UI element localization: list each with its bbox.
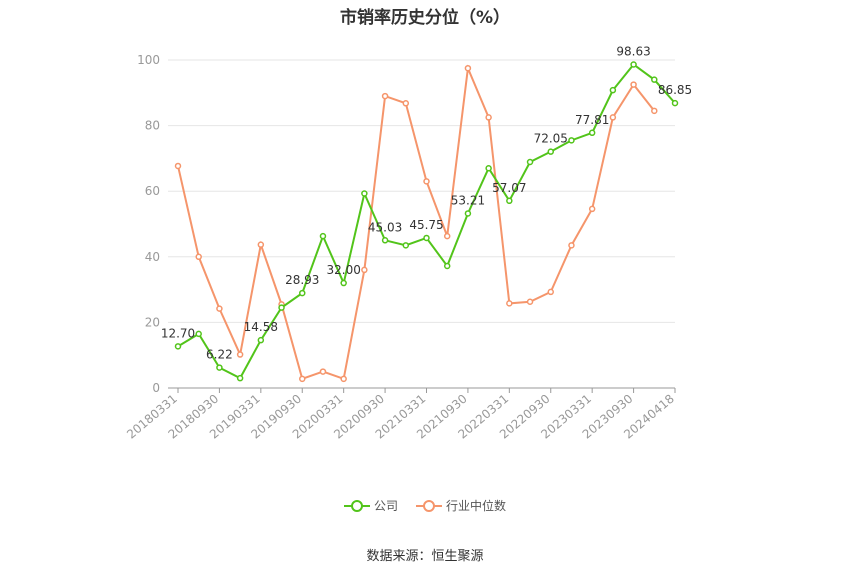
industry-point <box>236 351 244 358</box>
industry-point <box>195 253 202 261</box>
industry-point <box>547 288 554 296</box>
industry-point <box>651 107 658 115</box>
y-tick-label: 20 <box>145 315 160 329</box>
y-tick-label: 60 <box>145 184 160 198</box>
legend-industry-marker <box>416 499 442 512</box>
industry-point <box>443 232 451 240</box>
data-label: 98.63 <box>616 44 650 58</box>
data-label: 86.85 <box>658 83 692 97</box>
y-tick-label: 80 <box>145 119 160 133</box>
company-point <box>526 158 534 166</box>
industry-point <box>340 375 347 383</box>
company-point <box>588 129 596 137</box>
industry-point <box>381 92 389 100</box>
industry-point <box>319 368 327 375</box>
data-label: 32.00 <box>326 263 360 277</box>
industry-point <box>257 241 265 248</box>
company-point <box>216 364 223 371</box>
industry-point <box>588 205 596 213</box>
industry-point <box>174 162 182 170</box>
company-point <box>506 197 513 205</box>
y-tick-label: 40 <box>145 250 160 264</box>
data-label: 72.05 <box>534 132 568 146</box>
company-point <box>195 330 202 338</box>
company-point <box>361 190 368 197</box>
company-point <box>319 232 327 240</box>
data-source: 数据来源：恒生聚源 <box>366 549 484 564</box>
industry-point <box>609 114 617 121</box>
chart-title: 市销率历史分位（%） <box>339 8 511 28</box>
industry-point <box>361 266 368 274</box>
data-label: 57.07 <box>492 181 526 195</box>
industry-point <box>630 81 637 88</box>
industry-point <box>464 64 472 72</box>
company-point <box>547 148 554 155</box>
company-point <box>299 289 306 297</box>
legend-company-label: 公司 <box>373 499 398 513</box>
company-point <box>340 279 347 287</box>
company-point <box>278 304 285 311</box>
industry-point <box>568 242 575 249</box>
company-point <box>236 374 244 382</box>
company-point <box>485 164 492 172</box>
industry-point <box>402 100 410 107</box>
series-line-industry-median <box>177 64 656 381</box>
data-label: 6.22 <box>206 348 233 362</box>
industry-point <box>506 300 513 307</box>
company-point <box>402 242 410 249</box>
company-point <box>174 343 182 350</box>
industry-point <box>299 375 306 383</box>
legend-item-industry-median[interactable]: 行业中位数 <box>416 497 506 514</box>
company-point <box>443 262 451 270</box>
data-label: 12.70 <box>161 326 195 340</box>
legend-item-company[interactable]: 公司 <box>343 497 398 514</box>
data-label: 28.93 <box>285 273 319 287</box>
company-point <box>257 336 265 344</box>
industry-point <box>485 114 492 121</box>
industry-point <box>423 178 430 185</box>
data-label: 45.03 <box>368 220 402 234</box>
data-label: 45.75 <box>409 218 443 232</box>
legend-company-marker <box>343 499 370 512</box>
industry-point <box>526 298 534 305</box>
company-point <box>464 210 472 217</box>
company-point <box>568 137 575 144</box>
data-label: 14.58 <box>244 320 278 334</box>
data-label: 53.21 <box>451 193 485 207</box>
company-point <box>671 99 679 107</box>
industry-point <box>216 305 223 312</box>
legend-industry-label: 行业中位数 <box>446 499 507 513</box>
company-point <box>423 234 430 242</box>
y-tick-label: 100 <box>137 53 160 67</box>
company-point <box>381 237 389 244</box>
y-tick-label: 0 <box>152 381 160 395</box>
company-point <box>651 76 658 83</box>
company-point <box>609 86 617 94</box>
company-point <box>630 61 637 68</box>
legend: 公司 行业中位数 <box>0 497 850 514</box>
data-label: 77.81 <box>575 113 609 127</box>
